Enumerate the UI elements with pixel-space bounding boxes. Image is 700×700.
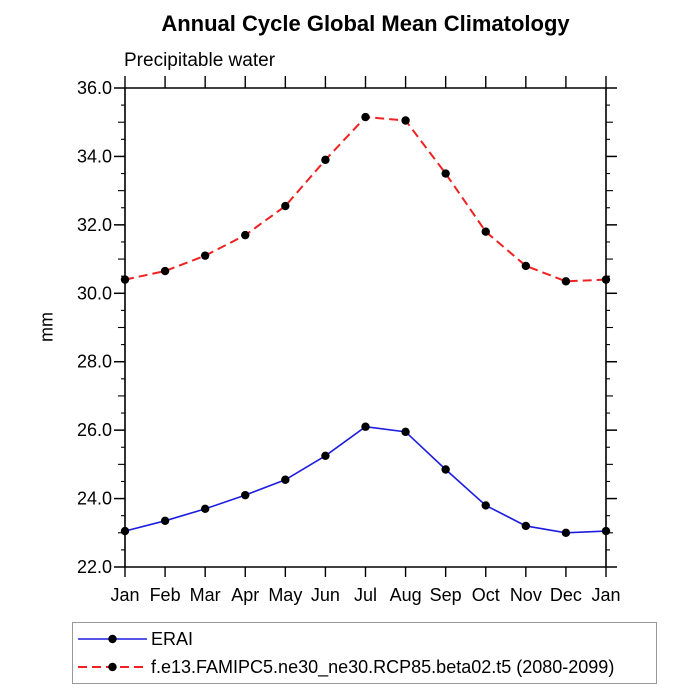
data-point bbox=[481, 501, 490, 510]
legend: ERAI f.e13.FAMIPC5.ne30_ne30.RCP85.beta0… bbox=[72, 622, 657, 684]
data-point bbox=[361, 112, 370, 122]
data-point bbox=[601, 526, 611, 536]
data-point bbox=[321, 155, 330, 165]
x-tick-label: Jul bbox=[354, 585, 377, 605]
y-tick-label: 32.0 bbox=[77, 215, 112, 235]
data-point bbox=[160, 516, 170, 526]
x-tick-label: Aug bbox=[390, 585, 422, 605]
data-point bbox=[441, 169, 450, 178]
data-point bbox=[321, 451, 330, 461]
data-point bbox=[401, 427, 410, 437]
x-tick-label: Apr bbox=[231, 585, 259, 605]
x-tick-label: Sep bbox=[430, 585, 462, 605]
data-point bbox=[120, 275, 130, 284]
x-tick-label: Oct bbox=[472, 585, 500, 605]
series-line-0 bbox=[124, 425, 607, 534]
x-tick-label: Jan bbox=[110, 585, 139, 605]
legend-label-erai: ERAI bbox=[151, 628, 194, 649]
y-tick-label: 36.0 bbox=[77, 78, 112, 98]
data-point bbox=[160, 266, 170, 276]
series-line-1 bbox=[124, 116, 607, 283]
data-point bbox=[241, 230, 250, 240]
data-point bbox=[601, 275, 611, 284]
series-markers-1 bbox=[120, 112, 611, 286]
chart-title: Annual Cycle Global Mean Climatology bbox=[161, 11, 570, 36]
data-point bbox=[281, 475, 290, 484]
data-point bbox=[361, 422, 370, 431]
x-tick-label: May bbox=[268, 585, 302, 605]
data-point bbox=[441, 465, 450, 474]
legend-item-model: f.e13.FAMIPC5.ne30_ne30.RCP85.beta02.t5 … bbox=[76, 653, 656, 681]
data-point bbox=[521, 261, 531, 271]
x-tick-label: Feb bbox=[150, 585, 181, 605]
data-point bbox=[200, 504, 210, 514]
legend-line-sample-erai bbox=[78, 634, 147, 644]
data-point bbox=[481, 227, 490, 236]
data-point bbox=[561, 277, 571, 286]
series-markers-0 bbox=[120, 422, 611, 537]
y-axis-ticks bbox=[114, 87, 617, 568]
y-tick-label: 22.0 bbox=[77, 557, 112, 577]
legend-line-sample-model bbox=[78, 662, 147, 672]
data-point bbox=[200, 251, 210, 260]
chart-subtitle: Precipitable water bbox=[124, 50, 276, 71]
legend-label-model: f.e13.FAMIPC5.ne30_ne30.RCP85.beta02.t5 … bbox=[151, 656, 615, 677]
data-point bbox=[281, 201, 290, 211]
x-axis-tick-labels: Jan Feb Mar Apr May Jun Jul Aug Sep Oct Nov Dec Jan bbox=[110, 585, 620, 605]
legend-item-erai: ERAI bbox=[76, 625, 656, 653]
y-tick-label: 34.0 bbox=[77, 146, 112, 166]
y-tick-label: 30.0 bbox=[77, 283, 112, 303]
y-tick-label: 24.0 bbox=[77, 489, 112, 509]
y-tick-label: 28.0 bbox=[77, 352, 112, 372]
data-point bbox=[561, 528, 571, 537]
data-point bbox=[401, 116, 410, 125]
x-tick-label: Jun bbox=[311, 585, 340, 605]
x-tick-label: Dec bbox=[550, 585, 582, 605]
data-point bbox=[241, 490, 250, 500]
plot-frame bbox=[124, 87, 607, 568]
x-tick-label: Mar bbox=[190, 585, 221, 605]
x-tick-label: Jan bbox=[591, 585, 620, 605]
x-tick-label: Nov bbox=[510, 585, 542, 605]
data-point bbox=[521, 521, 531, 531]
y-tick-label: 26.0 bbox=[77, 420, 112, 440]
y-axis-tick-labels: 22.0 24.0 26.0 28.0 30.0 32.0 34.0 36.0 bbox=[77, 78, 112, 577]
data-point bbox=[120, 526, 130, 536]
x-axis-ticks bbox=[124, 76, 607, 577]
